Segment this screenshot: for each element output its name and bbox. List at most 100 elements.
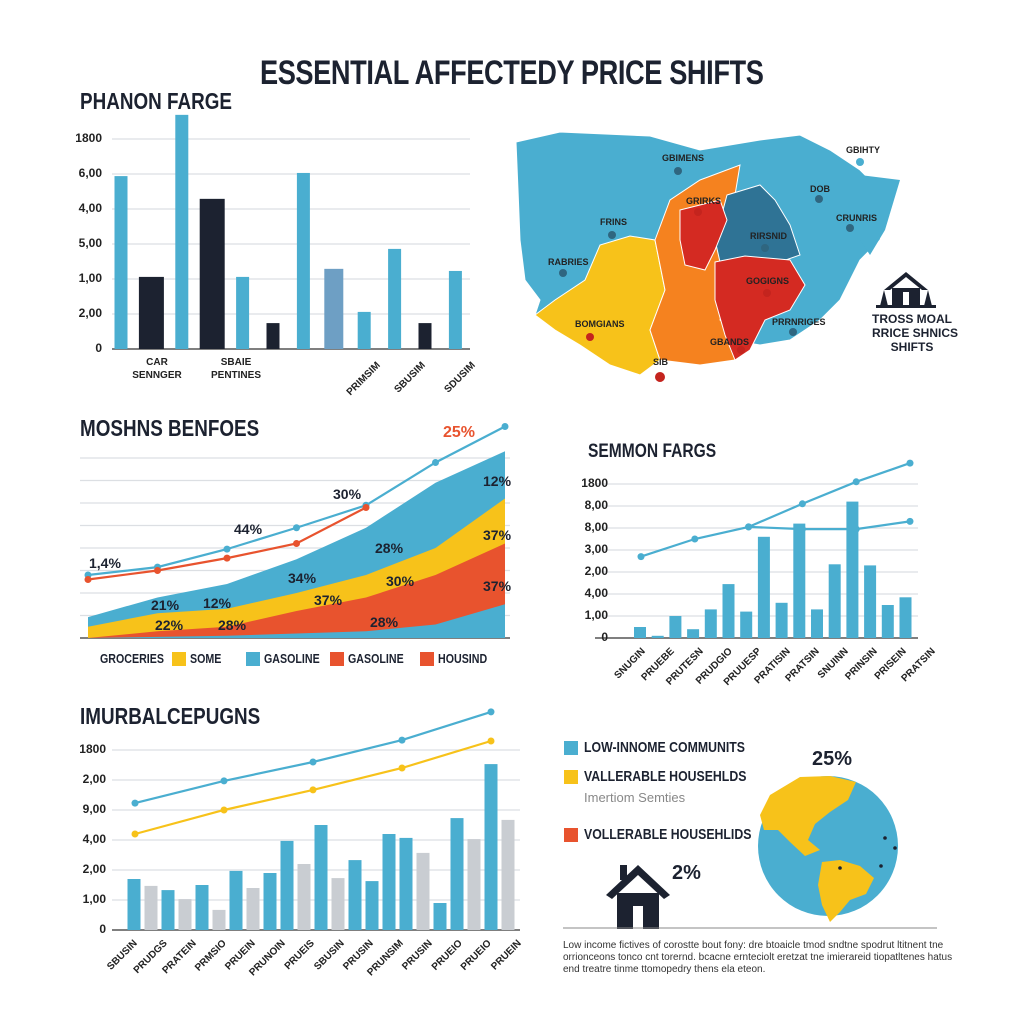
bar: [348, 860, 362, 930]
house-forest-icon: [876, 272, 936, 308]
bar: [722, 584, 735, 638]
map-label: RABRIES: [548, 257, 589, 267]
bar: [484, 764, 498, 930]
map-region-red-north: [679, 199, 728, 271]
map-marker: [815, 195, 823, 203]
line-yellow-point: [131, 830, 139, 838]
line-yellow-point: [309, 786, 317, 794]
map-marker: [655, 372, 665, 382]
data-label: 12%: [203, 595, 232, 611]
globe-icon: [758, 776, 898, 922]
y-tick-label: 8,00: [584, 498, 608, 512]
y-tick-label: 8,00: [584, 520, 608, 534]
bar: [416, 852, 430, 930]
bar: [144, 885, 158, 930]
line-blue-point: [293, 524, 300, 532]
map-label: DOB: [810, 184, 830, 194]
line-red-point: [362, 504, 370, 511]
line-red-point: [293, 540, 300, 547]
bar: [296, 172, 310, 349]
y-tick-label: 1,00: [584, 608, 608, 622]
data-label: 37%: [483, 578, 512, 594]
y-tick-label: 0: [95, 341, 102, 355]
line-blue-point: [223, 545, 231, 553]
badge-line: TROSS MOAL: [872, 312, 952, 326]
line-blue-point: [798, 500, 806, 508]
area-red: [88, 543, 505, 638]
chart-imurbalcepugns: [112, 708, 520, 931]
line-red-point: [84, 576, 92, 583]
house-icon: [606, 865, 670, 929]
line-blue-point: [131, 799, 139, 807]
data-label: 44%: [234, 521, 263, 537]
chart2-title: MOSHNS BENFOES: [80, 415, 260, 441]
legend-swatch: [330, 652, 344, 666]
map-label: SIB: [653, 357, 669, 367]
house-percentage: 2%: [672, 862, 701, 884]
globe-marker: [838, 866, 842, 870]
map-region-red-south: [714, 255, 806, 361]
legend-label: GROCERIES: [100, 651, 164, 666]
bar: [669, 616, 682, 638]
bar: [138, 276, 164, 349]
line-blue: [748, 520, 911, 531]
data-label: 30%: [333, 486, 362, 502]
bar: [212, 909, 226, 930]
footnote: Low income fictives of corostte bout fon…: [563, 940, 953, 975]
line-yellow-point: [487, 737, 495, 745]
data-label: 25%: [443, 424, 476, 441]
line-blue-point: [398, 736, 406, 744]
y-tick-label: 1800: [581, 476, 608, 490]
x-label: SBAIE PENTINES: [210, 357, 261, 381]
data-label: 28%: [375, 540, 404, 556]
bar: [314, 825, 328, 930]
x-label: CAR SENNGER: [132, 357, 182, 381]
bar: [388, 248, 402, 349]
bar: [433, 903, 447, 930]
bar: [448, 270, 462, 349]
bar: [793, 523, 806, 638]
map-marker: [737, 346, 745, 354]
bar: [828, 564, 841, 638]
bar: [114, 176, 128, 349]
legend-swatch: [564, 828, 578, 842]
y-tick-label: 9,00: [82, 802, 106, 816]
line-blue: [640, 462, 911, 558]
data-label: 28%: [218, 617, 247, 633]
y-tick-label: 2,00: [82, 772, 106, 786]
legend-swatch: [420, 652, 434, 666]
map-badge: TROSS MOAL RRICE SHNICS SHIFTS: [872, 312, 958, 354]
bar: [399, 837, 413, 930]
legend-label: LOW-INNOME COMMUNITS: [584, 739, 746, 756]
line-yellow-point: [220, 806, 228, 814]
map-region-navy: [714, 184, 801, 263]
line-blue-point: [745, 523, 753, 531]
chart3-title: SEMMON FARGS: [588, 441, 717, 462]
map-marker: [846, 224, 854, 232]
bar: [775, 602, 788, 638]
line-blue-point: [220, 777, 228, 785]
bar: [418, 323, 432, 349]
line-blue-point: [432, 459, 439, 466]
legend-label: HOUSIND: [438, 651, 488, 666]
bar: [199, 198, 225, 349]
legend-label: SOME: [190, 651, 222, 666]
bar: [846, 501, 859, 638]
bar: [501, 819, 515, 930]
bar: [864, 565, 877, 638]
data-label: 28%: [370, 614, 399, 630]
y-tick-label: 1,00: [82, 892, 106, 906]
bar: [263, 873, 277, 930]
y-tick-label: 4,00: [584, 586, 608, 600]
bar: [266, 323, 280, 349]
globe-marker: [893, 846, 897, 850]
map-label: GBIMENS: [662, 153, 705, 163]
bar: [899, 597, 912, 638]
map-marker: [856, 158, 864, 166]
data-label: 37%: [314, 592, 343, 608]
y-tick-label: 0: [601, 630, 608, 644]
page-title: ESSENTIAL AFFECTEDY PRICE SHIFTS: [260, 54, 764, 92]
line-blue-point: [906, 459, 914, 467]
line-blue-point: [906, 517, 914, 525]
